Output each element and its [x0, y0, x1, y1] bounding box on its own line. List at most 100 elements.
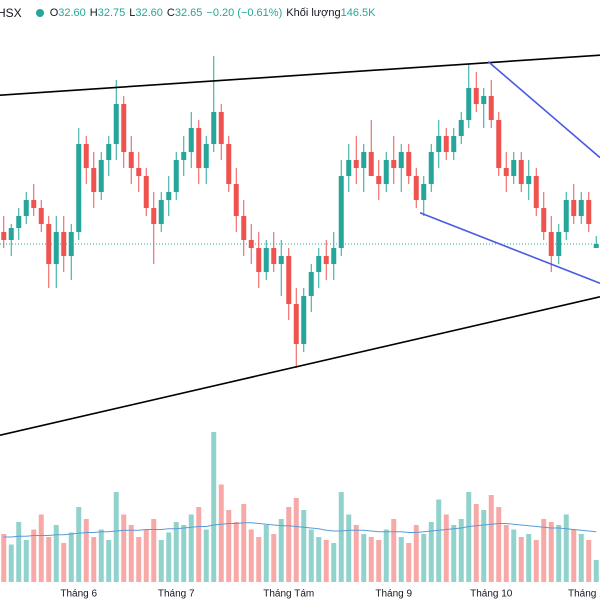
volume-bar	[226, 510, 232, 582]
candle-body	[421, 184, 427, 200]
open-key: O	[49, 7, 59, 19]
candle-body	[151, 208, 157, 224]
candle-body	[278, 256, 284, 264]
volume-bar	[496, 507, 502, 582]
candle-body	[533, 176, 539, 208]
candle-body	[23, 200, 29, 216]
change-value: −0.20 (−0.61%)	[206, 7, 283, 19]
volume-bar	[98, 529, 104, 582]
candle-body	[256, 248, 262, 272]
candle-body	[541, 208, 547, 232]
candle-body	[488, 96, 494, 120]
candle-body	[121, 104, 127, 152]
x-tick-label: Tháng Tám	[263, 589, 314, 600]
volume-bar	[593, 560, 599, 582]
volume-bar	[503, 525, 509, 582]
volume-bar	[106, 540, 112, 582]
candle-body	[293, 304, 299, 344]
volume-bar	[323, 540, 329, 582]
volume-bar	[76, 507, 82, 582]
candle-body	[158, 200, 164, 224]
candle-body	[61, 232, 67, 256]
candle-body	[286, 256, 292, 304]
volume-bar	[196, 507, 202, 582]
candle-body	[188, 128, 194, 152]
candle-body	[173, 160, 179, 192]
volume-bar	[443, 514, 449, 582]
close-value: 32.65	[174, 7, 203, 19]
candle-body	[466, 88, 472, 120]
candle-body	[31, 200, 37, 208]
candle-body	[368, 152, 374, 176]
volume-bar	[218, 484, 224, 582]
volume-bar	[241, 504, 247, 582]
candle-body	[16, 216, 22, 228]
volume-bar	[563, 514, 569, 582]
candle-body	[301, 296, 307, 344]
candle-body	[316, 256, 322, 272]
volume-bar	[31, 529, 37, 582]
volume-bar	[286, 507, 292, 582]
volume-bar	[16, 522, 22, 582]
candle-body	[458, 120, 464, 136]
volume-key: Khối lượng	[286, 7, 341, 19]
candle-body	[571, 200, 577, 216]
volume-bar	[211, 432, 217, 582]
volume-bar	[541, 519, 547, 582]
candle-body	[76, 144, 82, 232]
candle-body	[473, 88, 479, 104]
candle-body	[53, 232, 59, 264]
candle-body	[526, 176, 532, 184]
candle-body	[511, 160, 517, 176]
volume-bar	[301, 510, 307, 582]
volume-bar	[466, 492, 472, 582]
candle-body	[241, 216, 247, 240]
candle-body	[136, 168, 142, 176]
x-tick-label: Tháng 10	[470, 589, 513, 600]
volume-bar	[83, 519, 89, 582]
candle-body	[338, 176, 344, 248]
volume-bar	[113, 492, 119, 582]
volume-bar	[278, 519, 284, 582]
volume-bar	[128, 525, 134, 582]
volume-bar	[61, 543, 67, 582]
volume-bar	[53, 525, 59, 582]
candle-body	[391, 160, 397, 168]
volume-bar	[421, 534, 427, 582]
candle-body	[398, 152, 404, 168]
candle-body	[83, 144, 89, 168]
candle-body	[413, 176, 419, 200]
trend-line	[487, 60, 600, 159]
volume-bar	[383, 529, 389, 582]
volume-bar	[23, 540, 29, 582]
candle-body	[383, 160, 389, 184]
volume-bar	[158, 540, 164, 582]
volume-ma-line	[3, 522, 597, 538]
candle-body	[8, 228, 14, 240]
volume-bar	[91, 537, 97, 582]
volume-bar	[586, 540, 592, 582]
candle-body	[518, 160, 524, 184]
candle-body	[113, 104, 119, 144]
candle-body	[91, 168, 97, 192]
volume-bar	[428, 522, 434, 582]
volume-bar	[473, 504, 479, 582]
status-dot	[35, 9, 44, 17]
volume-bar	[413, 525, 419, 582]
candle-body	[451, 136, 457, 152]
symbol: HSX	[0, 6, 22, 20]
volume-bar	[233, 522, 239, 582]
high-value: 32.75	[97, 7, 126, 19]
candle-body	[353, 160, 359, 168]
candle-body	[331, 248, 337, 264]
volume-bar	[38, 514, 44, 582]
candle-body	[428, 152, 434, 184]
candle-body	[128, 152, 134, 168]
trend-line	[0, 296, 600, 436]
candle-body	[218, 112, 224, 144]
candle-body	[481, 96, 487, 104]
candle-body	[106, 144, 112, 160]
volume-bar	[556, 525, 562, 582]
volume-bar	[458, 519, 464, 582]
